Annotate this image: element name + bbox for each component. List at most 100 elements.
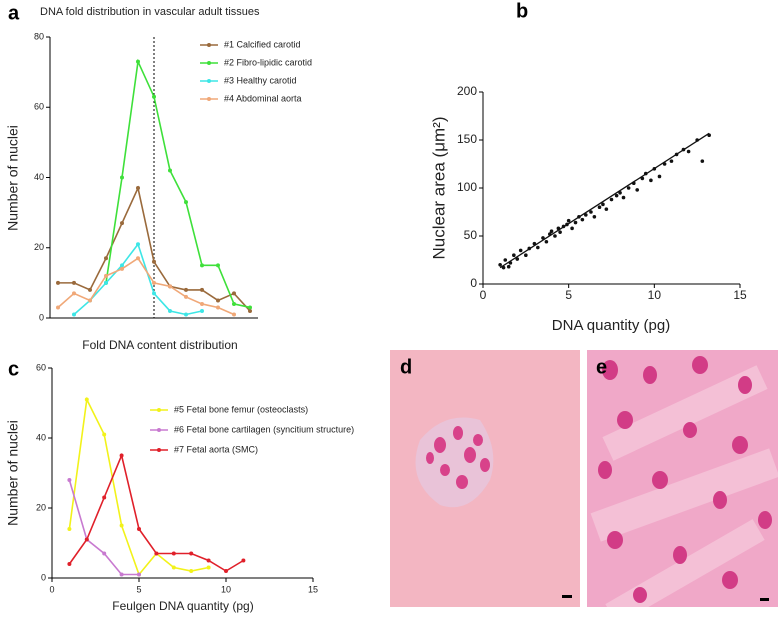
data-point — [626, 186, 631, 190]
series-line — [57, 257, 235, 316]
data-point — [136, 59, 140, 64]
legend-label: #6 Fetal bone cartilagen (syncitium stru… — [174, 424, 354, 434]
data-point — [104, 280, 108, 285]
y-tick-label: 150 — [457, 132, 477, 146]
micrograph-d — [390, 350, 580, 607]
trend-line — [499, 132, 710, 269]
legend-marker — [207, 43, 211, 47]
legend-marker — [207, 79, 211, 83]
y-tick-label: 0 — [41, 572, 46, 582]
data-point — [224, 569, 228, 573]
x-tick-label: 15 — [733, 288, 747, 302]
y-tick-label: 60 — [36, 362, 46, 372]
data-point — [200, 263, 204, 268]
data-point — [119, 523, 124, 528]
data-point — [604, 207, 609, 211]
data-point — [206, 558, 211, 563]
data-point — [120, 263, 124, 268]
data-point — [570, 226, 574, 231]
data-point — [216, 305, 220, 310]
data-point — [152, 291, 156, 296]
y-tick-label: 80 — [34, 31, 44, 41]
data-point — [200, 308, 204, 313]
data-point — [549, 229, 554, 233]
data-point — [248, 308, 252, 313]
data-point — [67, 527, 72, 531]
data-point — [184, 200, 188, 205]
data-point — [120, 175, 124, 180]
data-point — [515, 257, 520, 261]
legend-label: #4 Abdominal aorta — [224, 93, 302, 103]
data-point — [700, 159, 705, 163]
data-point — [241, 558, 246, 563]
legend-marker — [157, 448, 161, 452]
data-point — [119, 572, 124, 577]
data-point — [686, 149, 691, 154]
data-point — [506, 264, 511, 269]
data-point — [72, 291, 76, 296]
legend-marker — [157, 428, 161, 432]
y-axis-label: Number of nuclei — [5, 420, 21, 526]
data-point — [154, 551, 159, 556]
data-point — [621, 195, 626, 200]
series-line — [73, 242, 203, 316]
data-point — [189, 569, 194, 573]
data-point — [566, 218, 571, 223]
y-tick-label: 40 — [36, 432, 46, 442]
x-tick-label: 5 — [136, 584, 141, 594]
micrograph-e — [587, 350, 778, 607]
data-point — [503, 258, 508, 262]
data-point — [104, 273, 108, 278]
legend-marker — [157, 408, 161, 412]
data-point — [137, 527, 141, 531]
x-tick-label: 0 — [480, 288, 487, 302]
chart-title: DNA fold distribution in vascular adult … — [40, 6, 260, 18]
data-point — [152, 94, 156, 99]
data-point — [102, 551, 107, 556]
panel-label: d — [400, 356, 412, 378]
data-point — [248, 305, 252, 310]
y-tick-label: 60 — [34, 102, 44, 112]
panel-label: b — [516, 0, 528, 22]
data-point — [558, 230, 562, 234]
x-axis-label: DNA quantity (pg) — [552, 317, 670, 334]
data-point — [88, 298, 92, 303]
data-point — [524, 253, 528, 257]
data-point — [137, 572, 141, 577]
data-point — [171, 551, 176, 556]
data-point — [553, 234, 557, 238]
data-point — [67, 562, 72, 566]
data-point — [589, 210, 593, 214]
data-point — [200, 287, 204, 292]
data-point — [498, 263, 502, 267]
data-point — [216, 263, 220, 268]
y-tick-label: 20 — [36, 502, 46, 512]
data-point — [189, 551, 194, 556]
legend-marker — [207, 97, 211, 101]
y-tick-label: 20 — [34, 242, 44, 252]
data-point — [84, 397, 89, 402]
data-point — [518, 248, 523, 253]
x-tick-label: 15 — [308, 584, 318, 594]
legend-marker — [207, 61, 211, 65]
data-point — [544, 239, 549, 244]
x-tick-label: 0 — [49, 584, 54, 594]
data-point — [119, 453, 124, 458]
data-point — [601, 202, 605, 207]
panel-label: e — [596, 356, 607, 378]
data-point — [573, 220, 578, 225]
data-point — [580, 217, 585, 222]
series-line — [105, 58, 251, 309]
data-point — [56, 305, 60, 310]
data-point — [168, 284, 172, 289]
panel-label: a — [8, 2, 20, 24]
y-tick-label: 0 — [39, 312, 44, 322]
x-tick-label: 10 — [221, 584, 231, 594]
data-point — [104, 256, 108, 261]
legend-label: #7 Fetal aorta (SMC) — [174, 444, 258, 454]
x-tick-label: 10 — [648, 288, 662, 302]
data-point — [72, 312, 76, 317]
legend-label: #2 Fibro-lipidic carotid — [224, 57, 312, 67]
data-point — [152, 259, 156, 264]
